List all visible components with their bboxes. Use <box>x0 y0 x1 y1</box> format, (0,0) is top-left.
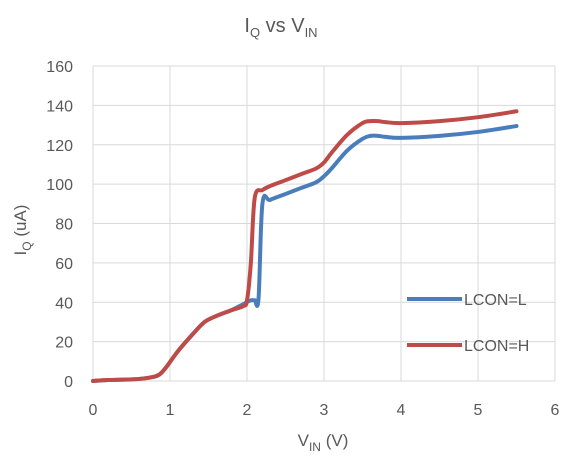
x-tick-label-3: 3 <box>320 402 329 419</box>
x-tick-label-2: 2 <box>243 402 252 419</box>
y-tick-label-100: 100 <box>46 177 73 194</box>
chart-title-mid: vs V <box>260 15 305 37</box>
x-axis-title: VIN (V) <box>298 431 349 454</box>
y-axis-title-sub: Q <box>20 241 34 250</box>
y-tick-label-0: 0 <box>64 374 73 391</box>
chart-title-sub2: IN <box>305 25 318 40</box>
legend-label-lcon-h: LCON=H <box>464 338 529 355</box>
y-tick-label-40: 40 <box>55 295 73 312</box>
x-tick-labels: 0 1 2 3 4 5 6 <box>89 402 560 419</box>
x-tick-label-4: 4 <box>397 402 406 419</box>
legend: LCON=L LCON=H <box>407 292 529 355</box>
grid <box>92 65 556 382</box>
y-tick-label-160: 160 <box>46 59 73 76</box>
chart-title: IQ vs VIN <box>244 15 317 40</box>
chart-title-sub1: Q <box>250 25 260 40</box>
y-axis-title: IQ (uA) <box>11 205 34 256</box>
series-line-lcon-l <box>91 124 519 383</box>
x-tick-label-6: 6 <box>551 402 560 419</box>
y-axis-title-tail: (uA) <box>11 205 30 242</box>
x-axis-title-tail: (V) <box>321 431 348 450</box>
y-tick-labels: 0 20 40 60 80 100 120 140 160 <box>46 59 73 391</box>
y-tick-label-80: 80 <box>55 217 73 234</box>
y-tick-label-20: 20 <box>55 335 73 352</box>
y-tick-label-60: 60 <box>55 256 73 273</box>
series-line-lcon-h <box>91 109 519 383</box>
x-axis-title-sub: IN <box>309 440 321 454</box>
y-tick-label-140: 140 <box>46 98 73 115</box>
x-tick-label-1: 1 <box>166 402 175 419</box>
series-layer <box>91 109 519 383</box>
x-tick-label-5: 5 <box>474 402 483 419</box>
x-tick-label-0: 0 <box>89 402 98 419</box>
y-tick-label-120: 120 <box>46 138 73 155</box>
legend-label-lcon-l: LCON=L <box>464 292 527 309</box>
